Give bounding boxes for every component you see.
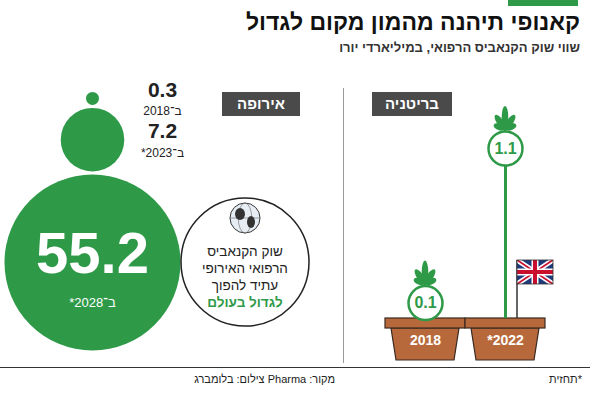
svg-text:שוק הקנאביס: שוק הקנאביס [207,244,283,259]
html-text:אירופה: אירופה [237,95,285,112]
svg-text:ב־2018: ב־2018 [143,104,181,118]
html-text:בריטניה: בריטניה [385,95,439,112]
html-text:*תחזית: *תחזית [549,373,582,385]
svg-text:55.2: 55.2 [36,220,149,285]
svg-text:0.1: 0.1 [414,294,436,311]
svg-text:עתיד להפוך: עתיד להפוך [212,278,278,293]
svg-text:ב־2028*: ב־2028* [69,295,116,310]
svg-text:ב־2023*: ב־2023* [141,146,184,160]
svg-text:לגדול בעולם: לגדול בעולם [207,295,283,310]
html-text:מקור: Pharma צילום: בלומברג: מקור: Pharma צילום: בלומברג [194,373,335,385]
svg-text:7.2: 7.2 [148,119,177,142]
html-text:שווי שוק הקנאביס הרפואי, במילי: שווי שוק הקנאביס הרפואי, במיליארדי יורו [339,40,580,55]
svg-text:הרפואי האירופי: הרפואי האירופי [202,261,288,276]
svg-text:2022*: 2022* [487,332,524,348]
svg-text:2018: 2018 [410,332,441,348]
html-text:קאנופי תיהנה מהמון מקום לגדול: קאנופי תיהנה מהמון מקום לגדול [245,9,580,35]
svg-text:1.1: 1.1 [494,140,516,157]
svg-text:0.3: 0.3 [148,78,177,101]
